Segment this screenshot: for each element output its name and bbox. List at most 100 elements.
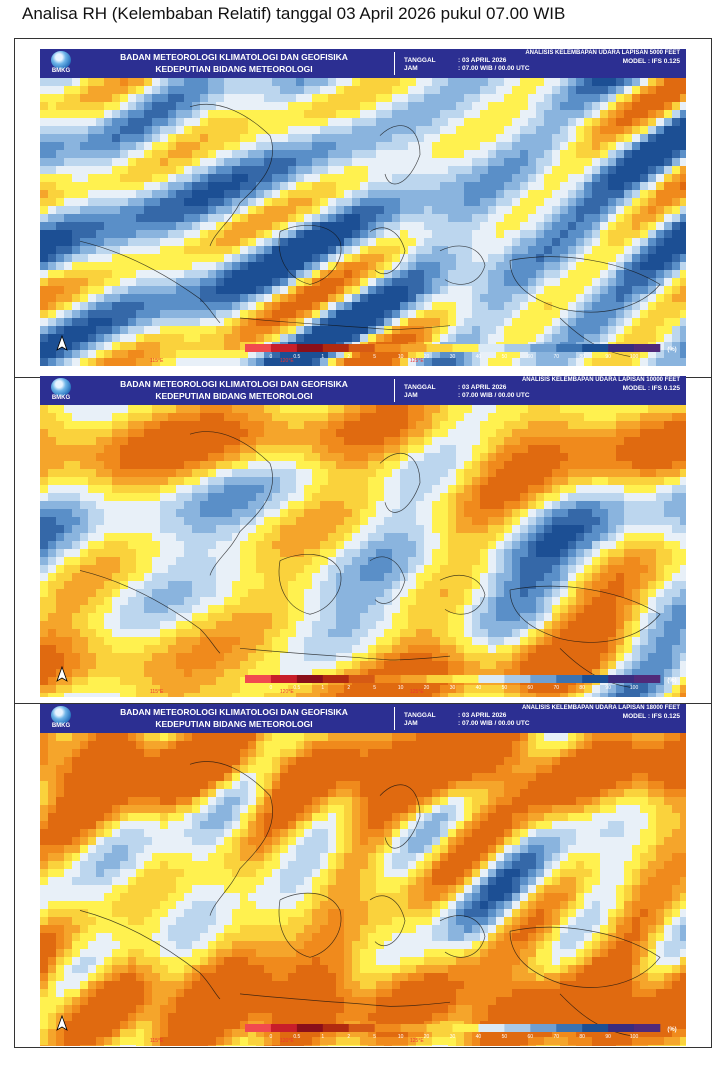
longitude-label: 125°E (410, 689, 424, 695)
legend-tick-label: 80 (579, 354, 585, 360)
rh-field (40, 733, 686, 1046)
legend-swatch (426, 675, 453, 683)
legend-tick-label: 0 (270, 1034, 273, 1040)
legend-tick-label: 10 (398, 354, 404, 360)
coastline-segment (239, 993, 451, 1007)
header-divider (394, 707, 395, 730)
agency-line1: BADAN METEOROLOGI KLIMATOLOGI DAN GEOFIS… (120, 379, 348, 389)
legend-tick-label: 90 (605, 685, 611, 691)
coastline-segment (239, 317, 451, 330)
legend-swatch (245, 1024, 272, 1032)
legend-swatch (452, 1024, 479, 1032)
rh-field-svg: 0 0.5 1 2 5 10 20 30 40 50 60 70 80 90 100 (%) 115°E 120°… (40, 405, 686, 697)
rh-map-5000: 0 0.5 1 2 5 10 20 30 40 50 60 70 80 90 100 (%) 115°E 120°… (40, 78, 686, 366)
coastline-segment (439, 915, 486, 958)
rh-field (40, 405, 686, 697)
legend-swatch (374, 1024, 401, 1032)
agency-line2: KEDEPUTIAN BIDANG METEOROLOGI (155, 64, 313, 74)
model-label: MODEL : IFS 0.125 (622, 58, 680, 65)
bmkg-emblem-icon (51, 706, 71, 724)
coastline-segment (239, 647, 451, 661)
legend-swatch (296, 1024, 324, 1032)
legend-swatch (478, 344, 505, 352)
coastline-segment (79, 570, 221, 654)
time-label: JAM (404, 392, 418, 399)
legend-tick-label: 0.5 (293, 685, 300, 691)
legend-swatch (634, 344, 661, 352)
legend-swatch (296, 675, 324, 683)
legend-swatch (634, 1024, 661, 1032)
legend-tick-label: 1 (321, 354, 324, 360)
legend-swatch (556, 1024, 583, 1032)
rh-field (40, 78, 686, 366)
header-divider (394, 379, 395, 402)
bmkg-logo: BMKG (45, 51, 77, 76)
rh-legend: 0 0.5 1 2 5 10 20 30 40 50 60 70 80 90 100 (%) (245, 675, 677, 691)
legend-tick-label: 30 (450, 685, 456, 691)
north-arrow-icon (56, 1014, 68, 1031)
legend-swatch (400, 675, 427, 683)
coastlines (79, 431, 661, 688)
time-label: JAM (404, 65, 418, 72)
coastlines (79, 103, 661, 357)
bmkg-emblem-icon (51, 51, 71, 69)
legend-tick-label: 30 (450, 1034, 456, 1040)
legend-tick-label: 70 (553, 1034, 559, 1040)
legend-unit: (%) (667, 347, 676, 353)
coastline-segment (559, 993, 631, 1036)
legend-tick-label: 1 (321, 685, 324, 691)
legend-swatch (426, 1024, 453, 1032)
logo-text: BMKG (51, 395, 71, 401)
longitude-label: 115°E (150, 358, 164, 364)
longitude-label: 120°E (280, 358, 294, 364)
date-value: : 03 APRIL 2026 (458, 57, 507, 64)
legend-tick-label: 80 (579, 685, 585, 691)
rh-map-18000: 0 0.5 1 2 5 10 20 30 40 50 60 70 80 90 100 (%) 115°E 120°… (40, 733, 686, 1046)
legend-swatch (530, 675, 557, 683)
legend-tick-label: 40 (476, 685, 482, 691)
panel-header: BMKG BADAN METEOROLOGI KLIMATOLOGI DAN G… (40, 376, 686, 405)
bmkg-logo: BMKG (45, 706, 77, 731)
coastline-segment (369, 556, 406, 604)
date-label: TANGGAL (404, 57, 436, 64)
date-label: TANGGAL (404, 384, 436, 391)
legend-tick-label: 0 (270, 354, 273, 360)
coastline-segment (278, 224, 342, 285)
legend-tick-label: 1 (321, 1034, 324, 1040)
legend-tick-label: 0.5 (293, 354, 300, 360)
model-label: MODEL : IFS 0.125 (622, 385, 680, 392)
legend-tick-label: 40 (476, 1034, 482, 1040)
coastline-segment (79, 910, 221, 1000)
legend-swatch (582, 675, 609, 683)
coastline-segment (509, 256, 661, 313)
time-value: : 07.00 WIB / 00.00 UTC (458, 65, 530, 72)
legend-swatch (270, 1024, 298, 1032)
coastline-segment (379, 784, 421, 849)
rh-panel-10000: BMKG BADAN METEOROLOGI KLIMATOLOGI DAN G… (26, 367, 686, 697)
legend-tick-label: 10 (398, 685, 404, 691)
legend-tick-label: 2 (347, 1034, 350, 1040)
rh-legend: 0 0.5 1 2 5 10 20 30 40 50 60 70 80 90 100 (%) (245, 344, 677, 360)
legend-tick-label: 50 (502, 685, 508, 691)
legend-swatch (634, 675, 661, 683)
rh-map-10000: 0 0.5 1 2 5 10 20 30 40 50 60 70 80 90 100 (%) 115°E 120°… (40, 405, 686, 697)
legend-swatch (556, 344, 583, 352)
agency-line2: KEDEPUTIAN BIDANG METEOROLOGI (155, 391, 313, 401)
coastline-segment (559, 317, 631, 357)
legend-swatch (504, 344, 531, 352)
coastline-segment (509, 585, 661, 643)
legend-swatch (322, 344, 350, 352)
legend-swatch (374, 344, 401, 352)
panel-separator (15, 703, 711, 704)
time-label: JAM (404, 720, 418, 727)
legend-swatch (245, 675, 272, 683)
legend-tick-label: 20 (424, 354, 430, 360)
agency-name: BADAN METEOROLOGI KLIMATOLOGI DAN GEOFIS… (84, 378, 384, 402)
longitude-label: 125°E (410, 358, 424, 364)
legend-swatch (608, 344, 635, 352)
legend-swatch (270, 344, 298, 352)
legend-unit: (%) (667, 1027, 676, 1033)
time-value: : 07.00 WIB / 00.00 UTC (458, 392, 530, 399)
legend-swatch (322, 675, 350, 683)
legend-swatch (582, 1024, 609, 1032)
